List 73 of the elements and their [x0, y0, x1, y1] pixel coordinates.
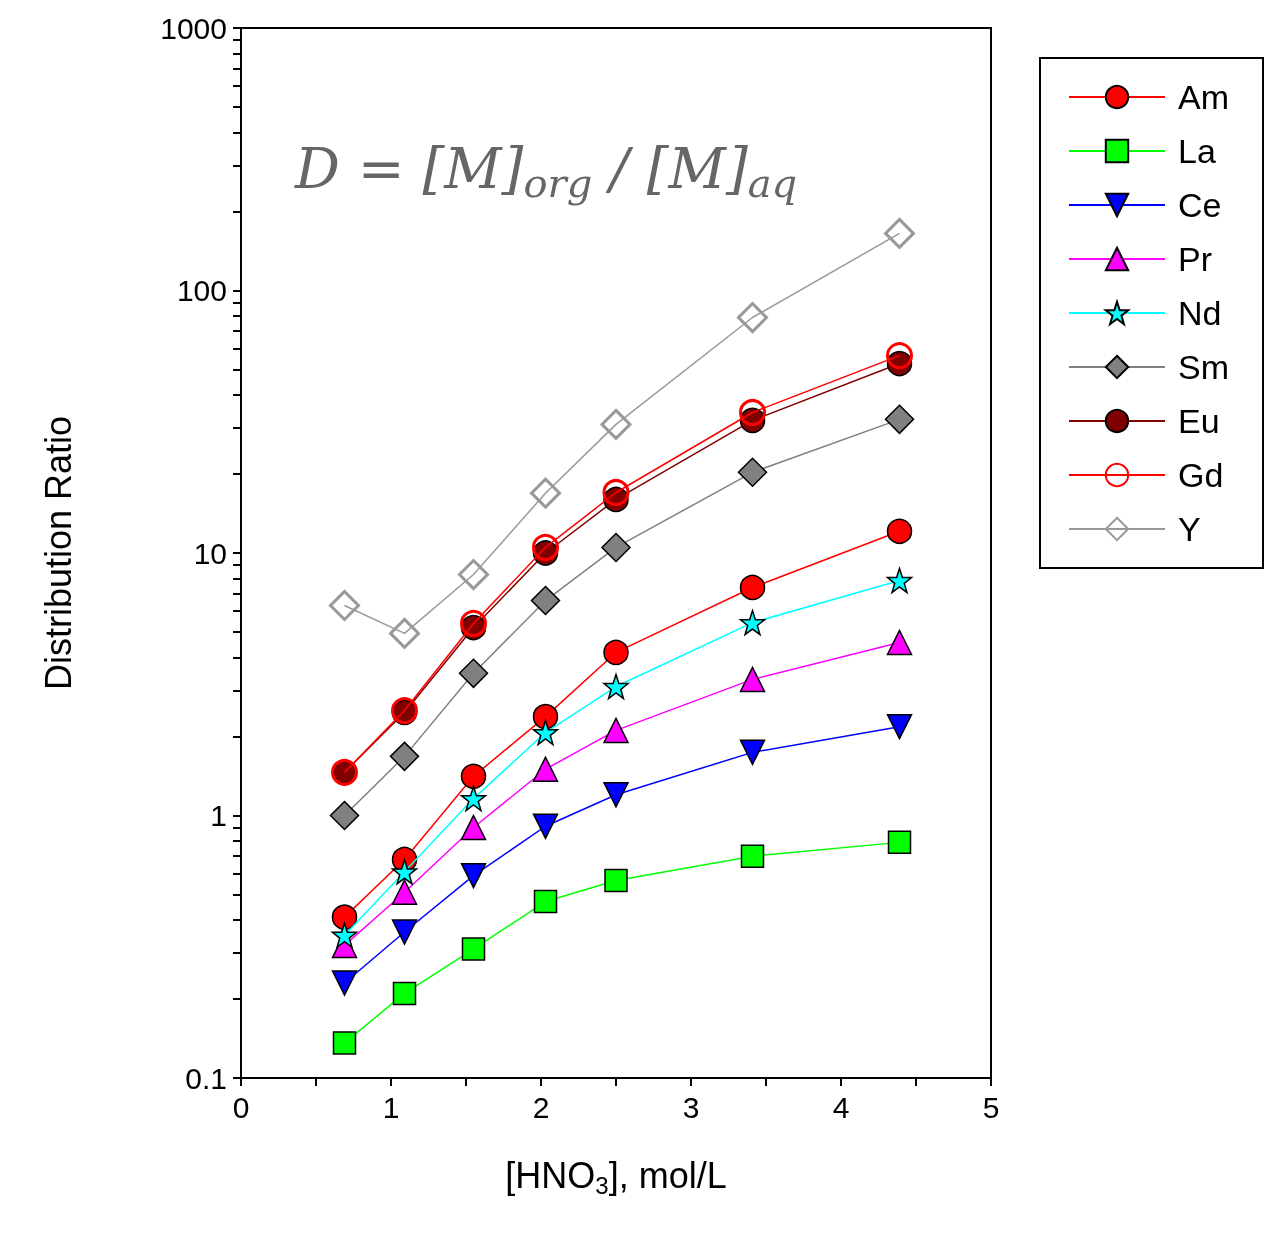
x-tick-label: 1	[382, 1090, 400, 1124]
point	[460, 763, 487, 790]
point	[530, 477, 561, 509]
legend-label: Ce	[1178, 186, 1222, 224]
legend-label: Am	[1178, 78, 1229, 116]
point	[600, 408, 632, 440]
point	[739, 609, 766, 636]
point	[737, 302, 768, 334]
point	[331, 904, 358, 930]
point	[737, 457, 768, 488]
point	[331, 970, 358, 996]
legend-label: Sm	[1178, 348, 1229, 386]
legend-label: Eu	[1178, 402, 1220, 440]
point	[460, 862, 487, 889]
x-tick-label: 3	[682, 1090, 700, 1124]
point	[884, 404, 915, 435]
point	[460, 814, 487, 841]
point	[389, 741, 420, 772]
point	[532, 719, 559, 746]
point	[391, 859, 418, 885]
point	[884, 217, 915, 249]
point	[460, 785, 487, 812]
point	[532, 756, 559, 783]
y-tick-label: 1000	[160, 11, 227, 45]
legend-label: La	[1178, 132, 1216, 170]
x-tick-label: 2	[532, 1090, 550, 1124]
point	[391, 919, 418, 945]
point	[458, 559, 489, 591]
point	[886, 629, 913, 656]
point	[458, 658, 489, 689]
point	[461, 937, 486, 961]
point	[740, 844, 765, 868]
y-tick-label: 0.1	[185, 1061, 227, 1095]
point	[329, 589, 360, 621]
point	[886, 518, 913, 545]
point	[886, 342, 913, 370]
point	[329, 800, 360, 831]
legend-label: Gd	[1178, 456, 1224, 494]
point	[603, 781, 629, 808]
x-tick-label: 5	[982, 1090, 1000, 1124]
y-tick-label: 10	[193, 536, 227, 570]
point	[602, 479, 630, 506]
point	[739, 398, 766, 426]
point	[532, 813, 559, 839]
point	[532, 533, 559, 561]
point	[603, 717, 629, 744]
y-tick-label: 1	[210, 799, 227, 832]
point	[739, 739, 766, 766]
point	[460, 609, 487, 637]
point	[604, 868, 628, 893]
point	[603, 673, 629, 700]
x-tick-label: 4	[832, 1090, 850, 1124]
y-tick-label: 100	[176, 274, 227, 307]
point	[391, 879, 418, 906]
legend-label: Nd	[1178, 294, 1222, 332]
point	[332, 1031, 357, 1055]
x-tick-label: 0	[232, 1090, 250, 1124]
point	[886, 567, 913, 594]
point	[532, 703, 559, 730]
point	[392, 981, 417, 1006]
y-axis-title: Distribution Ratio	[37, 415, 79, 691]
point	[533, 889, 558, 914]
legend-label: Pr	[1178, 240, 1212, 278]
point	[886, 713, 913, 740]
point	[739, 666, 766, 693]
point	[331, 922, 358, 948]
point	[389, 617, 420, 649]
point	[601, 532, 631, 563]
point	[887, 830, 912, 855]
point	[739, 574, 766, 601]
legend-label: Y	[1178, 510, 1201, 548]
point	[530, 585, 561, 616]
point	[603, 639, 629, 666]
